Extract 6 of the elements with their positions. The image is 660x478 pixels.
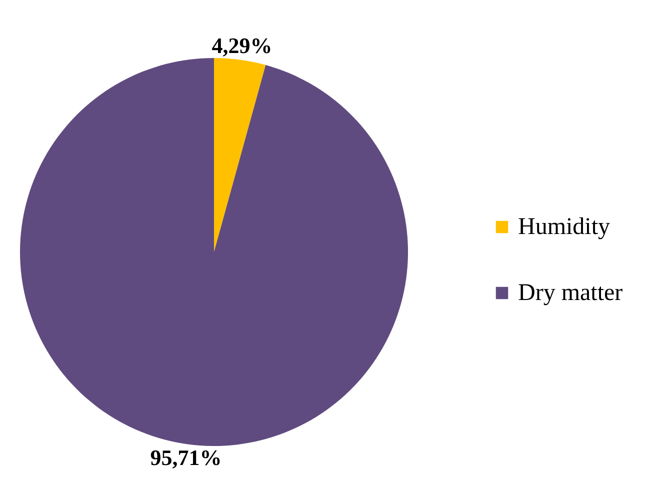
- legend-label: Humidity: [518, 214, 610, 240]
- pie-slice: [214, 58, 266, 252]
- pie-slice: [20, 58, 408, 446]
- legend-label: Dry matter: [518, 280, 623, 306]
- data-label: 4,29%: [212, 32, 272, 58]
- data-label: 95,71%: [150, 445, 222, 470]
